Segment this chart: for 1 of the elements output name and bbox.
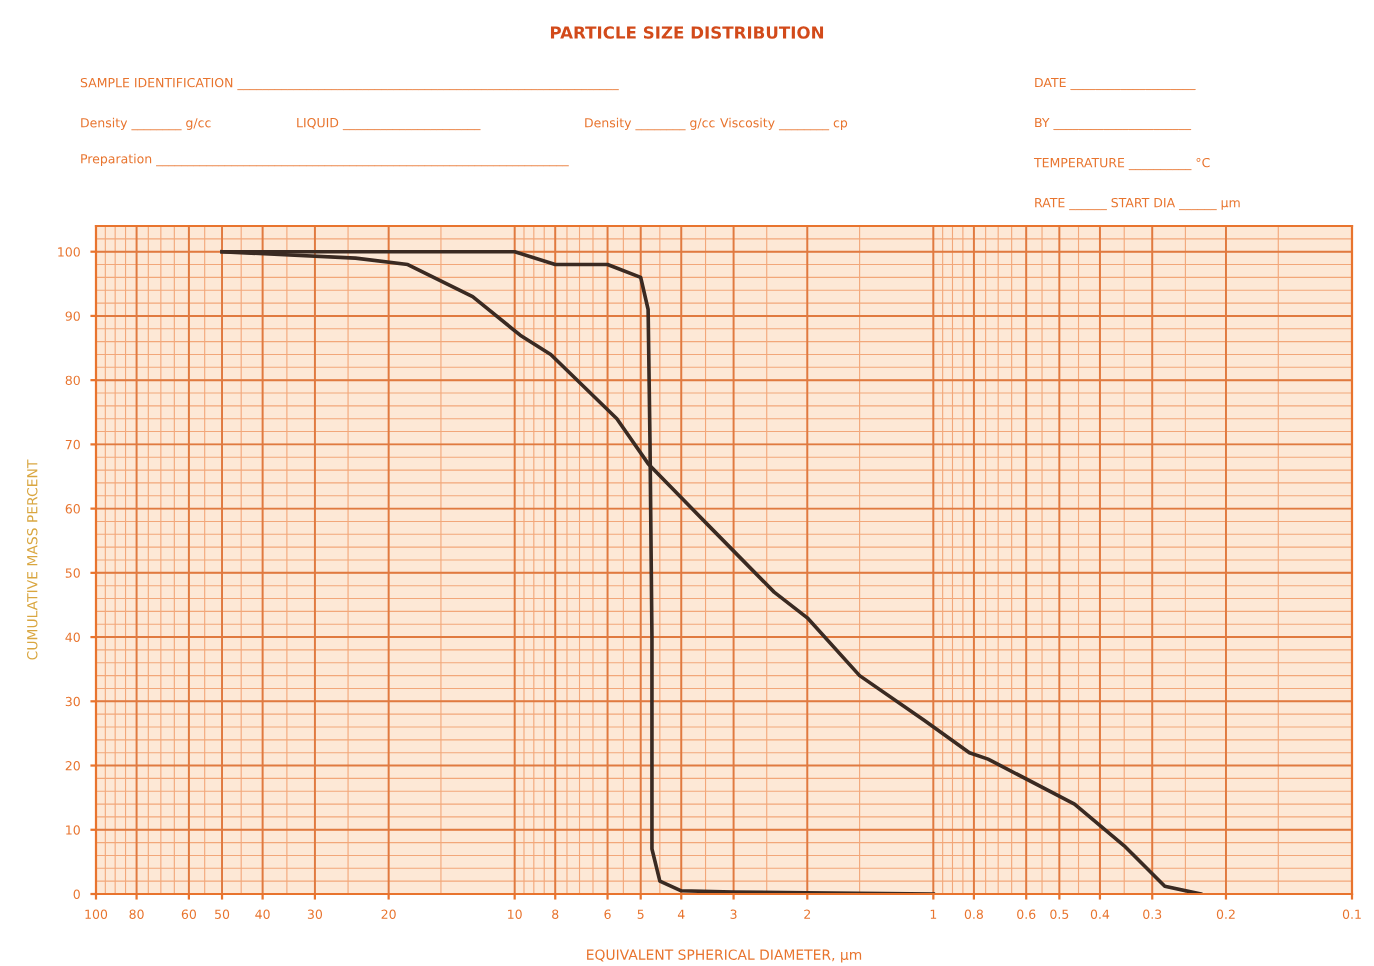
chart-title: PARTICLE SIZE DISTRIBUTION: [550, 26, 824, 39]
